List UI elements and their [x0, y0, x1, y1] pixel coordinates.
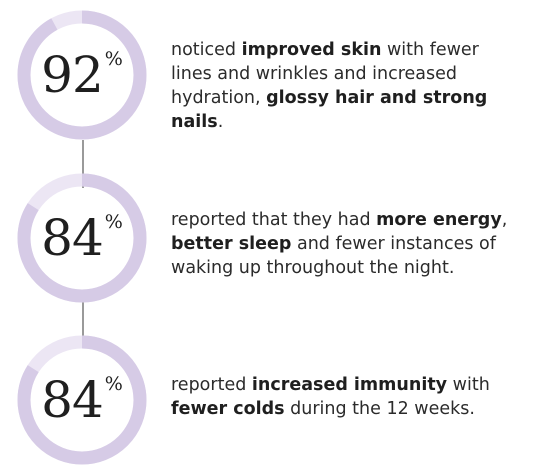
ring-progress-arc — [17, 335, 147, 465]
body-text: reported that they had — [171, 210, 377, 230]
highlight-text: better sleep — [171, 234, 292, 254]
body-text: , — [501, 210, 508, 230]
body-text: reported — [171, 375, 252, 395]
highlight-text: increased immunity — [251, 375, 448, 395]
connector-line — [82, 140, 84, 188]
stat-description: reported that they had more energy, bett… — [171, 208, 521, 280]
connector-line — [82, 300, 84, 348]
stat-number: 84 — [41, 209, 104, 267]
stat-description: noticed improved skin with fewer lines a… — [171, 38, 521, 134]
ring-progress-arc — [17, 173, 147, 303]
highlight-text: fewer colds — [171, 399, 285, 419]
stat-value: 84% — [15, 333, 149, 467]
body-text: noticed — [171, 40, 242, 60]
stat-number: 84 — [41, 371, 104, 429]
percent-sign: % — [104, 211, 123, 233]
highlight-text: improved skin — [241, 40, 382, 60]
percent-sign: % — [104, 48, 123, 70]
stat-description: reported increased immunity with fewer c… — [171, 373, 521, 421]
stat-number: 92 — [41, 46, 104, 104]
stat-ring: 84% — [15, 333, 149, 467]
stat-ring: 84% — [15, 171, 149, 305]
percent-sign: % — [104, 373, 123, 395]
highlight-text: more energy — [376, 210, 502, 230]
ring-progress-arc — [17, 10, 147, 140]
body-text: during the 12 weeks. — [284, 399, 475, 419]
body-text: with fewer lines and wrinkles and increa… — [171, 40, 479, 108]
stat-ring: 92% — [15, 8, 149, 142]
body-text: . — [217, 112, 224, 132]
stat-value: 92% — [15, 8, 149, 142]
body-text: with — [447, 375, 490, 395]
stat-value: 84% — [15, 171, 149, 305]
body-text: and fewer instances of waking up through… — [171, 234, 496, 278]
highlight-text: glossy hair and strong nails — [171, 88, 488, 132]
